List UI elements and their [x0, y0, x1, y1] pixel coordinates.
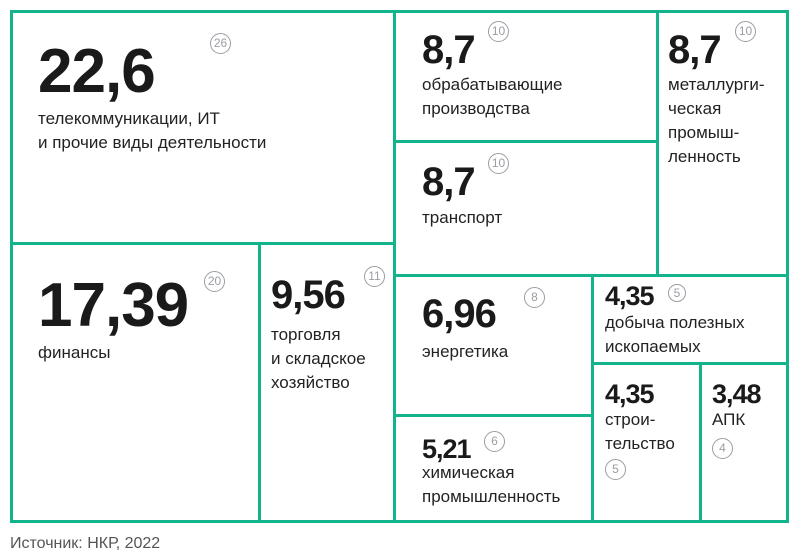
label-line: добыча полезных [605, 313, 745, 332]
tile-label: энергетика [422, 340, 508, 364]
rank-badge: 26 [210, 33, 231, 54]
label-line: хозяйство [271, 373, 350, 392]
tile-label: финансы [38, 341, 110, 365]
label-line: и прочие виды деятельности [38, 133, 267, 152]
tile-finance: 17,39 20 финансы [10, 242, 261, 523]
source-note: Источник: НКР, 2022 [10, 535, 161, 552]
tile-label: обрабатывающие производства [422, 73, 563, 121]
label-line: тельство [605, 434, 675, 453]
label-line: энергетика [422, 342, 509, 361]
rank-badge: 6 [484, 431, 505, 452]
tile-value: 6,96 [422, 292, 497, 336]
label-line: торговля [271, 325, 341, 344]
label-line: производства [422, 99, 530, 118]
tile-label: телекоммуникации, ИТ и прочие виды деятел… [38, 107, 266, 155]
rank-badge: 4 [712, 438, 733, 459]
tile-chemical: 5,21 6 химическая промышленность [393, 414, 594, 523]
tile-value: 4,35 [605, 281, 655, 311]
rank-badge: 10 [735, 21, 756, 42]
tile-manufacturing: 8,7 10 обрабатывающие производства [393, 10, 659, 143]
tile-agro: 3,48 АПК 4 [699, 362, 789, 523]
tile-label: химическая промышленность [422, 461, 560, 509]
rank-badge: 5 [668, 284, 686, 302]
label-line: промыш- [668, 123, 740, 142]
tile-trade: 9,56 11 торговля и складское хозяйство [258, 242, 396, 523]
label-line: АПК [712, 410, 746, 429]
label-line: обрабатывающие [422, 75, 563, 94]
label-line: ленность [668, 147, 741, 166]
rank-badge: 11 [364, 266, 385, 287]
tile-label: металлурги-ческая промыш-ленность [668, 73, 765, 169]
rank-badge: 5 [605, 459, 626, 480]
tile-value: 8,7 [422, 28, 476, 72]
tile-label: АПК [712, 408, 745, 432]
label-line: строи- [605, 410, 656, 429]
label-line: промышленность [422, 487, 561, 506]
rank-badge: 20 [204, 271, 225, 292]
tile-value: 9,56 [271, 273, 346, 317]
tile-value: 4,35 [605, 379, 655, 409]
tile-construction: 4,35 5 строи-тельство [591, 362, 702, 523]
tile-label: торговля и складское хозяйство [271, 323, 366, 395]
label-line: химическая [422, 463, 515, 482]
rank-badge: 10 [488, 21, 509, 42]
tile-energy: 6,96 8 энергетика [393, 274, 594, 417]
tile-value: 5,21 [422, 434, 472, 464]
tile-label: транспорт [422, 206, 502, 230]
tile-label: строи-тельство [605, 408, 675, 456]
label-line: финансы [38, 343, 111, 362]
tile-value: 22,6 [38, 37, 156, 106]
rank-badge: 10 [488, 153, 509, 174]
tile-telecom-it: 22,6 26 телекоммуникации, ИТ и прочие вид… [10, 10, 396, 245]
tile-metallurgy: 8,7 10 металлурги-ческая промыш-ленность [656, 10, 789, 277]
tile-value: 8,7 [422, 160, 476, 204]
label-line: транспорт [422, 208, 503, 227]
label-line: ческая [668, 99, 722, 118]
tile-value: 3,48 [712, 379, 762, 409]
tile-transport: 8,7 10 транспорт [393, 140, 659, 277]
tile-mining: 4,35 5 добыча полезных ископаемых [591, 274, 789, 365]
label-line: металлурги- [668, 75, 765, 94]
label-line: и складское [271, 349, 366, 368]
label-line: ископаемых [605, 337, 701, 356]
label-line: телекоммуникации, ИТ [38, 109, 220, 128]
tile-label: добыча полезных ископаемых [605, 311, 745, 359]
tile-value: 8,7 [668, 28, 722, 72]
tile-value: 17,39 [38, 271, 189, 340]
rank-badge: 8 [524, 287, 545, 308]
